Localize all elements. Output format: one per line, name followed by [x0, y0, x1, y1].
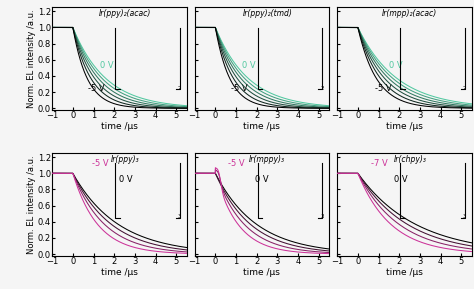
- Text: 0 V: 0 V: [255, 175, 269, 184]
- Text: -7 V: -7 V: [371, 160, 388, 168]
- X-axis label: time /μs: time /μs: [101, 122, 138, 131]
- Text: 0 V: 0 V: [389, 61, 402, 70]
- Text: -5 V: -5 V: [231, 84, 247, 92]
- Text: -5 V: -5 V: [228, 160, 245, 168]
- Text: Ir(chpy)₃: Ir(chpy)₃: [393, 155, 426, 164]
- X-axis label: time /μs: time /μs: [386, 268, 423, 277]
- Text: 0 V: 0 V: [119, 175, 133, 184]
- X-axis label: time /μs: time /μs: [101, 268, 138, 277]
- Text: Ir(mppy)₃: Ir(mppy)₃: [249, 155, 285, 164]
- Text: Ir(ppy)₂(acac): Ir(ppy)₂(acac): [99, 9, 151, 18]
- Y-axis label: Norm. EL intensity /a.u.: Norm. EL intensity /a.u.: [27, 9, 36, 108]
- X-axis label: time /μs: time /μs: [244, 268, 280, 277]
- Text: -5 V: -5 V: [88, 84, 105, 92]
- X-axis label: time /μs: time /μs: [244, 122, 280, 131]
- Text: -5 V: -5 V: [92, 160, 109, 168]
- Y-axis label: Norm. EL intensity /a.u.: Norm. EL intensity /a.u.: [27, 155, 36, 254]
- Text: 0 V: 0 V: [100, 61, 113, 70]
- Text: 0 V: 0 V: [393, 175, 407, 184]
- Text: Ir(ppy)₃: Ir(ppy)₃: [110, 155, 139, 164]
- Text: -5 V: -5 V: [375, 84, 392, 92]
- Text: 0 V: 0 V: [242, 61, 256, 70]
- Text: Ir(mpp)₂(acac): Ir(mpp)₂(acac): [382, 9, 438, 18]
- Text: Ir(ppy)₂(tmd): Ir(ppy)₂(tmd): [242, 9, 292, 18]
- X-axis label: time /μs: time /μs: [386, 122, 423, 131]
